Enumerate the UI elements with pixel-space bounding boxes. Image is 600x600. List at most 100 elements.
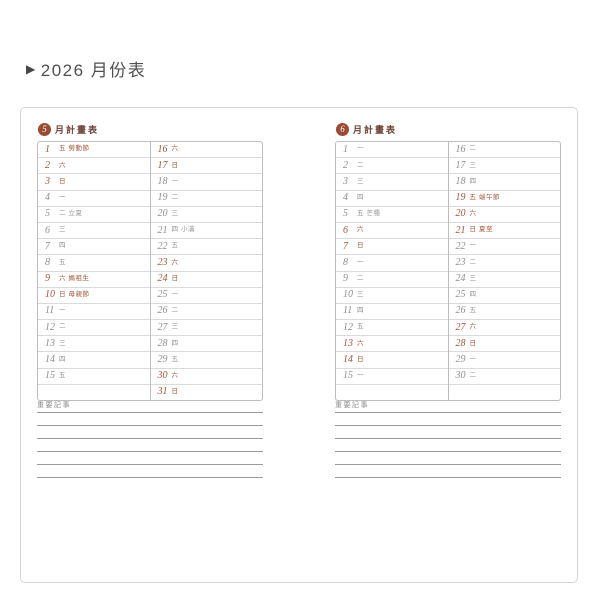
day-row: 17 日 <box>150 158 262 175</box>
calendar-column: 16 六 17 日 18 一 19 二 20 三 21 四小滿 22 五 23 六 24 日 25 一 26 二 27 三 28… <box>149 142 263 400</box>
day-number: 11 <box>45 305 55 317</box>
weekday-label: 四 <box>171 226 179 234</box>
day-number: 11 <box>343 305 353 317</box>
calendar-table-may: 1 五勞動節 2 六 3 日 4 一 5 二立夏 6 三 7 四 8 五 9 六媽祖生 10 日母親節 11 一 12 二 13… <box>37 141 263 401</box>
weekday-label: 一 <box>171 291 179 299</box>
day-number: 25 <box>455 289 466 301</box>
weekday-label: 日 <box>171 274 179 282</box>
weekday-label: 四 <box>59 355 66 363</box>
day-number: 22 <box>157 240 168 252</box>
weekday-label: 五 <box>171 355 179 363</box>
weekday-label: 日 <box>357 242 364 250</box>
weekday-label: 一 <box>59 307 66 315</box>
day-row: 18 一 <box>150 174 262 191</box>
day-row: 31 日 <box>151 385 263 400</box>
day-number: 27 <box>157 321 168 333</box>
day-number: 28 <box>157 337 168 349</box>
weekday-label: 五 <box>59 258 66 266</box>
month-header-label: 月計畫表 <box>353 124 398 135</box>
month-page-may: 5 月計畫表 1 五勞動節 2 六 3 日 4 一 5 二立夏 6 三 7 四 8 五 9 六媽祖生 10 日母親節 1… <box>37 108 263 582</box>
day-number: 8 <box>343 256 348 268</box>
day-row: 26 二 <box>150 304 262 321</box>
calendar-column: 1 一 2 二 3 三 4 四 5 五芒種 6 六 7 日 8 一 9 二 10 三 11 四 12 五 13 六 14 日 15 一 <box>336 142 448 400</box>
weekday-label: 一 <box>357 258 364 266</box>
day-row: 30 六 <box>150 369 262 385</box>
day-row: 28 日 <box>448 336 560 353</box>
day-number: 30 <box>157 370 168 382</box>
day-number: 2 <box>45 159 50 171</box>
weekday-label: 日 <box>171 161 179 169</box>
day-row: 11 一 <box>38 304 150 321</box>
weekday-label: 四 <box>171 339 179 347</box>
day-number: 9 <box>45 273 50 285</box>
weekday-label: 日 <box>59 291 66 299</box>
day-number: 18 <box>157 175 168 187</box>
weekday-label: 六 <box>171 371 179 379</box>
notes-label: 重要記事 <box>335 402 561 413</box>
day-row: 10 日母親節 <box>38 288 150 304</box>
day-number: 26 <box>157 305 168 317</box>
weekday-label: 三 <box>469 274 477 282</box>
day-number: 20 <box>455 208 466 220</box>
day-row: 30 二 <box>448 369 560 385</box>
weekday-label: 三 <box>357 291 364 299</box>
day-number: 15 <box>343 370 353 382</box>
ruled-line <box>37 413 263 426</box>
weekday-label: 二 <box>469 258 477 266</box>
page-title: ▶ 2026 月份表 <box>26 56 146 81</box>
weekday-label: 一 <box>469 242 477 250</box>
day-number: 14 <box>343 354 353 366</box>
holiday-note: 端午節 <box>479 193 500 201</box>
day-row: 25 一 <box>150 288 262 304</box>
notes-section: 重要記事 <box>37 402 263 478</box>
calendar-table-june: 1 一 2 二 3 三 4 四 5 五芒種 6 六 7 日 8 一 9 二 10 三 11 四 12 五 13 六 14 日 15 一 16… <box>335 141 561 401</box>
day-number: 10 <box>343 289 353 301</box>
holiday-note: 勞動節 <box>68 145 90 153</box>
day-row: 22 五 <box>150 239 262 256</box>
weekday-label: 五 <box>59 371 66 379</box>
day-number: 12 <box>45 321 55 333</box>
notes-label: 重要記事 <box>37 402 263 413</box>
day-number: 25 <box>157 289 168 301</box>
weekday-label: 五 <box>357 323 364 331</box>
day-number: 4 <box>343 192 348 204</box>
day-number: 3 <box>343 175 348 187</box>
day-row: 16 六 <box>150 142 262 159</box>
day-row: 9 六媽祖生 <box>38 272 150 288</box>
weekday-label: 五 <box>357 210 364 218</box>
ruled-line <box>37 465 263 478</box>
day-number: 5 <box>343 208 348 220</box>
weekday-label: 二 <box>469 371 477 379</box>
day-number: 16 <box>455 143 466 155</box>
day-row: 19 二 <box>150 191 262 207</box>
day-row: 24 三 <box>448 272 560 288</box>
day-number: 7 <box>343 240 348 252</box>
month-header: 5 月計畫表 <box>38 122 99 136</box>
weekday-label: 六 <box>357 339 364 347</box>
day-number: 19 <box>157 192 168 204</box>
weekday-label: 五 <box>469 193 477 201</box>
page-title-text: 2026 月份表 <box>40 61 147 80</box>
month-number-badge: 5 <box>38 122 51 136</box>
day-number: 15 <box>45 370 55 382</box>
day-number: 29 <box>157 354 168 366</box>
weekday-label: 日 <box>469 339 477 347</box>
weekday-label: 二 <box>59 323 66 331</box>
day-row: 15 五 <box>38 369 150 385</box>
month-number-badge: 6 <box>336 122 349 136</box>
day-row: 15 一 <box>336 369 448 385</box>
day-row: 21 日夏至 <box>448 223 560 240</box>
day-number: 29 <box>455 354 466 366</box>
day-row: 23 六 <box>150 255 262 272</box>
weekday-label: 五 <box>59 145 66 153</box>
day-row: 20 三 <box>150 207 262 223</box>
ruled-line <box>37 426 263 439</box>
